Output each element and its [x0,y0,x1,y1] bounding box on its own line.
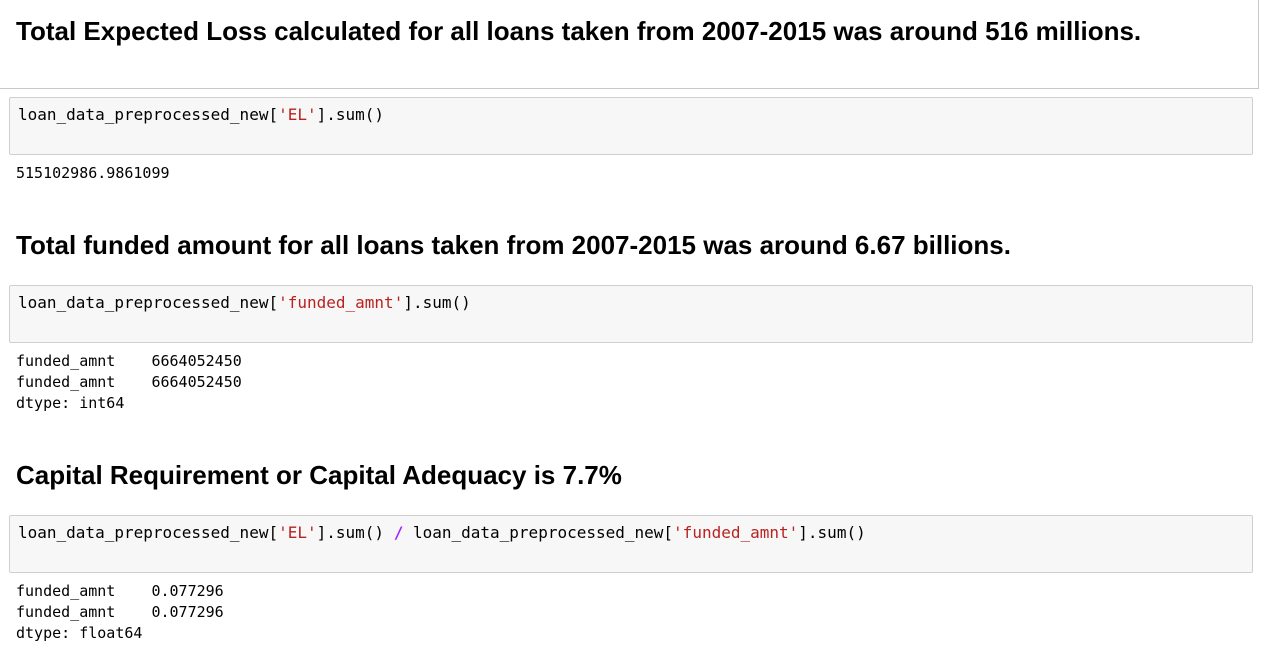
output-line: 515102986.9861099 [16,164,170,182]
markdown-heading: Capital Requirement or Capital Adequacy … [16,460,622,490]
code-token: ].sum() [316,105,385,124]
output-line: funded_amnt 0.077296 [16,603,224,621]
code-cell: loan_data_preprocessed_new['funded_amnt'… [9,285,1253,343]
code-line: loan_data_preprocessed_new['EL'].sum() /… [18,523,866,543]
code-token: ].sum() [798,523,866,542]
code-line: loan_data_preprocessed_new['EL'].sum() [18,105,384,125]
cell-output: funded_amnt 6664052450 funded_amnt 666405… [16,351,242,414]
code-token: loan_data_preprocessed_new[ [18,293,279,312]
cell-output: funded_amnt 0.077296 funded_amnt 0.077296… [16,581,224,644]
code-token: 'funded_amnt' [673,523,799,542]
output-line: funded_amnt 6664052450 [16,352,242,370]
code-token: ].sum() [316,523,394,542]
output-line: funded_amnt 6664052450 [16,373,242,391]
markdown-heading: Total funded amount for all loans taken … [16,230,1011,260]
markdown-heading: Total Expected Loss calculated for all l… [0,0,1259,89]
code-token: ].sum() [403,293,471,312]
code-token: loan_data_preprocessed_new[ [403,523,674,542]
output-line: dtype: int64 [16,394,125,412]
cell-output: 515102986.9861099 [16,163,170,184]
output-line: dtype: float64 [16,624,143,642]
code-line: loan_data_preprocessed_new['funded_amnt'… [18,293,471,313]
code-token: / [393,523,404,542]
code-token: 'EL' [278,105,317,124]
code-token: loan_data_preprocessed_new[ [18,523,279,542]
code-cell: loan_data_preprocessed_new['EL'].sum() [9,97,1253,155]
code-token: loan_data_preprocessed_new[ [18,105,279,124]
code-token: 'EL' [278,523,317,542]
code-token: 'funded_amnt' [278,293,404,312]
code-cell: loan_data_preprocessed_new['EL'].sum() /… [9,515,1253,573]
output-line: funded_amnt 0.077296 [16,582,224,600]
